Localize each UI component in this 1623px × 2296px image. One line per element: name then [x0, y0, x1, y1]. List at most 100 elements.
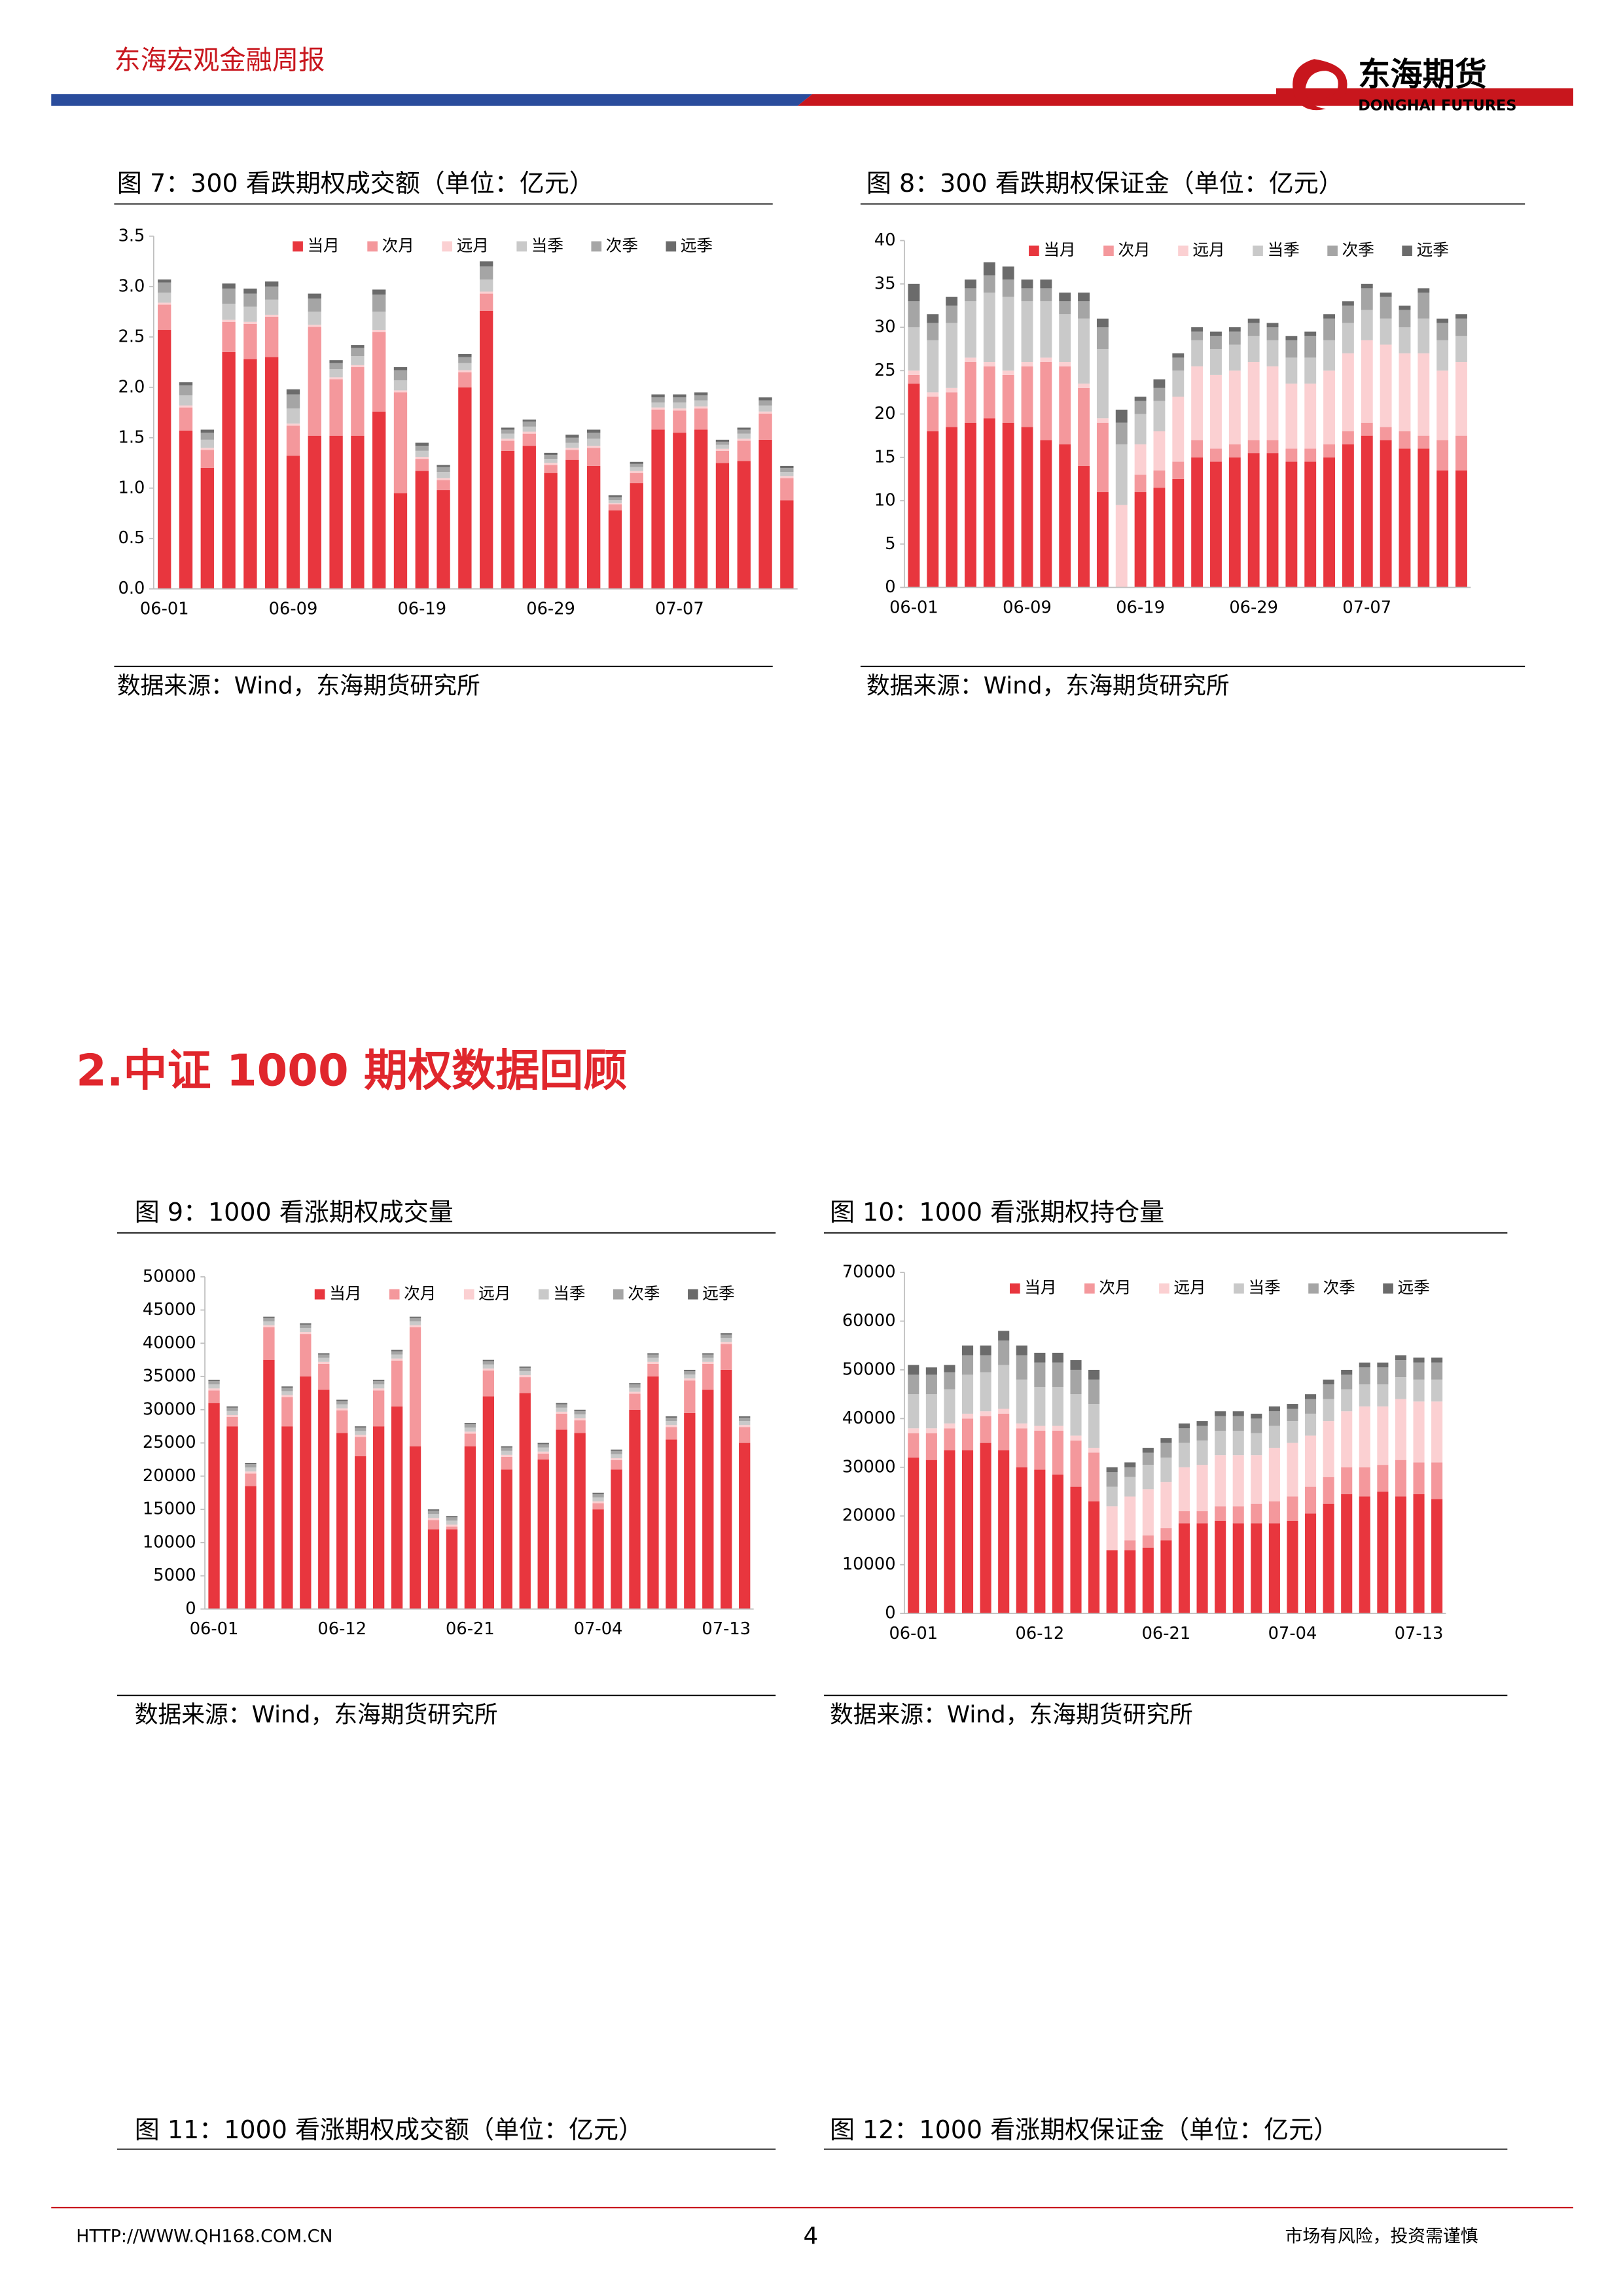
bar-segment — [1124, 1550, 1136, 1614]
y-tick-label: 3.0 — [118, 276, 145, 296]
bar-segment — [300, 1323, 312, 1325]
bar-segment — [1285, 357, 1298, 384]
bar-segment — [908, 1457, 919, 1614]
bar-segment — [480, 310, 493, 589]
bar-segment — [1431, 1357, 1443, 1363]
legend-swatch — [591, 241, 602, 252]
bar-segment — [1323, 1399, 1334, 1422]
bar-segment — [980, 1443, 991, 1614]
bar-segment — [587, 448, 601, 466]
bar-segment — [556, 1413, 567, 1430]
y-tick-label: 30000 — [143, 1399, 196, 1419]
bar-segment — [281, 1388, 293, 1391]
bar-segment — [946, 392, 958, 427]
bar-segment — [1304, 336, 1317, 358]
bar-segment — [965, 357, 976, 363]
bar-segment — [519, 1371, 531, 1376]
bar-segment — [908, 374, 920, 384]
bar-segment — [537, 1444, 549, 1448]
bar-segment — [1052, 1387, 1063, 1426]
bar-segment — [715, 444, 730, 449]
bar-segment — [200, 429, 214, 433]
bar-segment — [1134, 401, 1147, 414]
bar-segment — [565, 448, 579, 450]
bar-segment — [1172, 357, 1185, 371]
bar-segment — [587, 465, 601, 589]
bar-segment — [965, 288, 976, 302]
y-tick-label: 0.0 — [118, 579, 145, 598]
bar-segment — [587, 433, 601, 439]
bar-segment — [694, 429, 708, 589]
bar-segment — [1016, 1423, 1027, 1429]
bar-segment — [925, 1367, 937, 1375]
bar-segment — [1215, 1411, 1226, 1416]
header-bar-blue — [51, 94, 813, 106]
bar-segment — [1178, 1523, 1190, 1614]
bar-segment — [1266, 340, 1279, 367]
bar-segment — [1232, 1416, 1244, 1431]
bar-segment — [245, 1464, 257, 1468]
bar-segment — [666, 1421, 677, 1426]
bar-segment — [1341, 1494, 1353, 1614]
bar-segment — [780, 472, 794, 476]
bar-segment — [1377, 1362, 1389, 1368]
bar-segment — [1413, 1462, 1425, 1494]
bar-segment — [1070, 1435, 1082, 1441]
bar-segment — [245, 1463, 257, 1465]
bar-segment — [265, 317, 279, 357]
bar-segment — [1251, 1523, 1262, 1614]
bar-segment — [908, 1428, 919, 1433]
legend-swatch — [367, 241, 378, 252]
bar-segment — [222, 321, 236, 352]
bar-segment — [1210, 461, 1222, 588]
bar-segment — [245, 1473, 257, 1486]
bar-segment — [1341, 1369, 1353, 1375]
bar-segment — [1106, 1550, 1118, 1614]
bar-segment — [446, 1529, 458, 1609]
bar-segment — [908, 384, 920, 588]
bar-segment — [630, 471, 643, 473]
bar-segment — [393, 367, 408, 370]
bar-segment — [1088, 1501, 1100, 1614]
bar-segment — [1287, 1404, 1298, 1409]
y-tick-label: 20000 — [143, 1466, 196, 1486]
bar-segment — [1436, 340, 1449, 371]
legend-label: 当季 — [531, 236, 563, 255]
bar-segment — [544, 459, 558, 463]
bar-segment — [1455, 336, 1467, 363]
legend-label: 远月 — [1173, 1278, 1205, 1297]
y-tick-label: 1.5 — [118, 427, 145, 447]
y-tick-label: 20 — [874, 404, 896, 423]
bar-segment — [243, 293, 257, 307]
legend-label: 当月 — [329, 1284, 361, 1303]
bar-segment — [1361, 283, 1373, 289]
bar-segment — [351, 365, 365, 367]
bar-segment — [286, 394, 300, 409]
bar-segment — [1059, 314, 1071, 363]
legend-swatch — [1029, 245, 1039, 257]
bar-segment — [522, 431, 536, 434]
bar-segment — [300, 1334, 312, 1377]
bar-segment — [1377, 1492, 1389, 1614]
footer-url[interactable]: HTTP://WWW.QH168.COM.CN — [76, 2226, 332, 2246]
bar-segment — [522, 420, 536, 422]
bar-segment — [608, 500, 622, 503]
x-tick-label: 06-21 — [1142, 1624, 1191, 1643]
bar-segment — [1359, 1362, 1370, 1368]
bar-segment — [1215, 1430, 1226, 1456]
bar-segment — [300, 1332, 312, 1335]
section-title: 2.中证 1000 期权数据回顾 — [76, 1045, 627, 1096]
bar-segment — [565, 459, 579, 589]
bar-segment — [329, 435, 343, 589]
bar-segment — [702, 1361, 714, 1364]
bar-segment — [336, 1408, 348, 1410]
chart-title: 图 10：1000 看涨期权持仓量 — [830, 1198, 1164, 1227]
y-tick-label: 70000 — [842, 1263, 896, 1282]
bar-segment — [592, 1497, 604, 1501]
bar-segment — [222, 283, 236, 289]
bar-segment — [1304, 331, 1317, 336]
bar-segment — [409, 1446, 421, 1609]
bar-segment — [336, 1433, 348, 1609]
bar-segment — [544, 465, 558, 473]
y-tick-label: 0 — [185, 1599, 196, 1619]
